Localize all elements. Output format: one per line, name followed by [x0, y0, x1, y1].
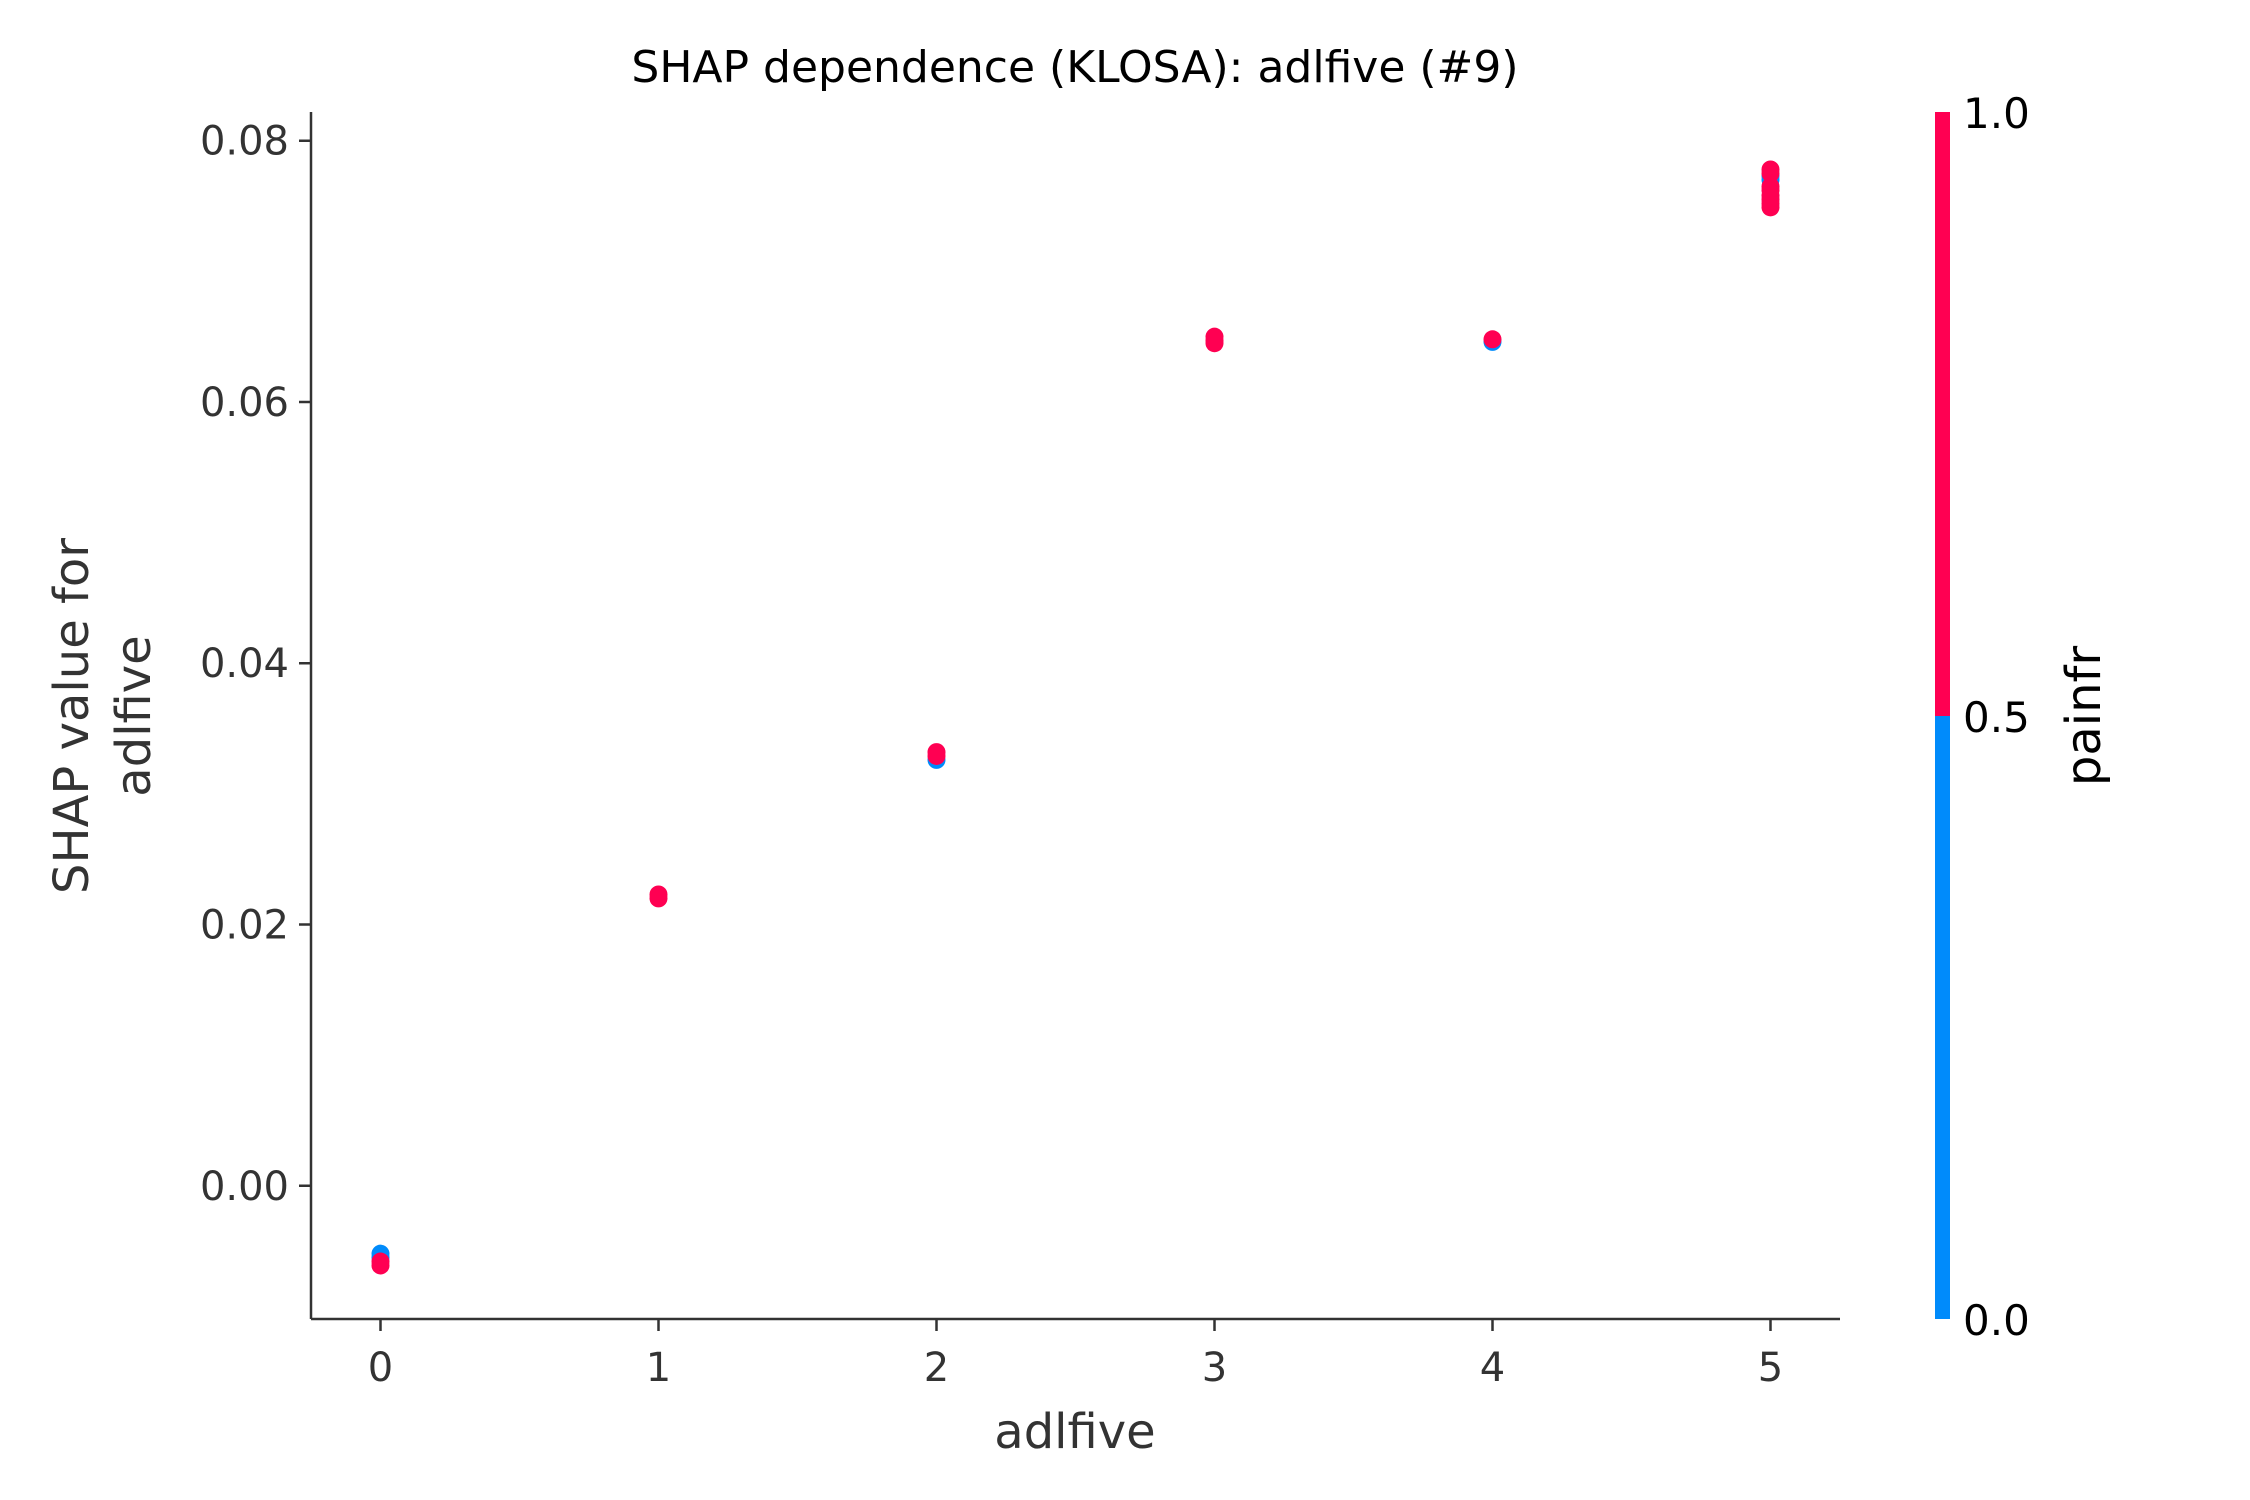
y-axis-label: SHAP value for adlfive: [44, 538, 162, 894]
colorbar-low-segment: [1935, 716, 1950, 1319]
x-tick-label: 4: [1480, 1345, 1505, 1391]
y-ticks: 0.00 0.02 0.04 0.06 0.08: [200, 119, 311, 1210]
colorbar-tick-label-high: 1.0: [1963, 89, 2030, 138]
x-axis-label: adlfive: [994, 1404, 1155, 1460]
y-tick-label: 0.00: [200, 1164, 289, 1210]
scatter-point: [1483, 330, 1502, 349]
y-tick-label: 0.06: [200, 380, 289, 426]
colorbar-tick-label-low: 0.0: [1963, 1296, 2030, 1345]
colorbar-label: painfr: [2056, 646, 2112, 787]
colorbar-tick-label-mid: 0.5: [1963, 693, 2030, 742]
y-tick-label: 0.02: [200, 903, 289, 949]
y-tick-label: 0.08: [200, 119, 289, 165]
colorbar-high-segment: [1935, 112, 1950, 716]
x-tick-label: 2: [924, 1345, 949, 1391]
scatter-point: [1761, 164, 1780, 183]
scatter-point: [1205, 334, 1224, 353]
y-tick-label: 0.04: [200, 641, 289, 687]
y-axis-label-line-2: adlfive: [106, 635, 162, 796]
x-tick-label: 1: [646, 1345, 671, 1391]
x-tick-label: 5: [1758, 1345, 1783, 1391]
x-tick-label: 0: [368, 1345, 393, 1391]
scatter-point: [649, 889, 668, 908]
colorbar: 1.0 0.5 0.0 painfr: [1935, 89, 2112, 1345]
scatter-point: [371, 1256, 390, 1275]
chart-title: SHAP dependence (KLOSA): adlfive (#9): [631, 42, 1518, 93]
y-axis-label-line-1: SHAP value for: [44, 538, 100, 894]
plot-area: [371, 160, 1780, 1275]
x-ticks: 0 1 2 3 4 5: [368, 1319, 1783, 1391]
scatter-point: [927, 743, 946, 762]
scatter-point: [1761, 198, 1780, 217]
x-tick-label: 3: [1202, 1345, 1227, 1391]
